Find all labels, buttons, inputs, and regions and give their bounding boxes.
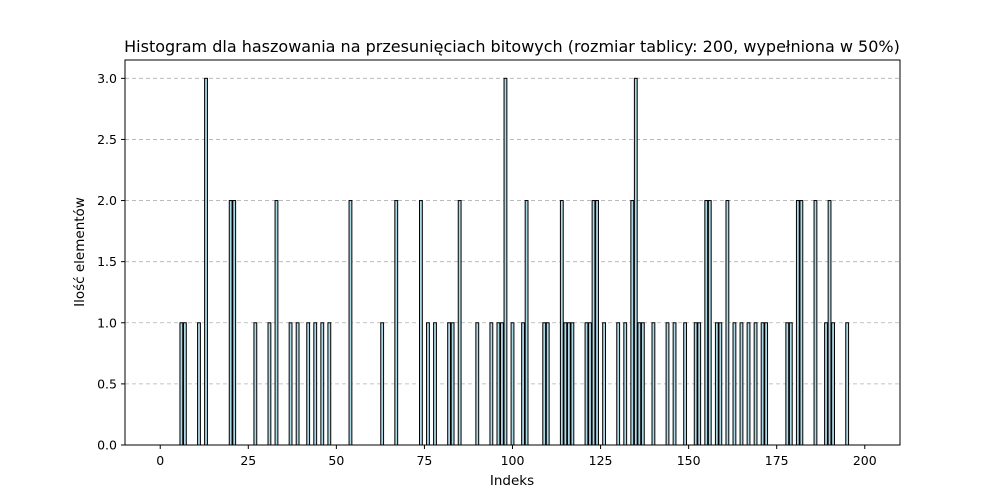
histogram-bar [559,200,564,446]
y-tick-label: 2.0 [97,193,117,208]
histogram-bar [697,322,702,446]
histogram-bar [348,200,353,446]
histogram-bar [313,322,318,446]
histogram-bar [320,322,325,446]
histogram-bar [570,322,575,446]
histogram-bar [827,200,832,446]
x-tick-label: 200 [853,453,877,468]
histogram-bar [595,200,599,446]
histogram-bar [563,322,568,446]
histogram-bar [182,322,187,446]
histogram-bar [394,200,399,446]
histogram-bar [306,322,311,446]
histogram-bar [785,322,790,446]
histogram-bar [521,322,525,446]
histogram-bar [764,322,769,446]
histogram-bar [204,77,208,446]
x-tick-label: 75 [416,453,432,468]
histogram-bar [542,322,547,446]
y-axis-label: Ilość elementów [72,197,88,307]
histogram-bar [288,322,293,446]
y-tick-label: 1.5 [97,254,117,269]
histogram-bar [295,322,300,446]
histogram-bar [760,322,765,446]
histogram-bar [753,322,758,446]
histogram-bar [651,322,656,446]
histogram-bar [739,322,744,446]
histogram-bar [732,322,737,446]
y-tick-label: 2.5 [97,132,117,147]
histogram-bar [746,322,751,446]
histogram-bar [718,322,723,446]
histogram-bar [633,77,638,446]
histogram-bar [503,77,508,446]
histogram-bar [267,322,272,446]
histogram-bar [640,322,645,446]
y-tick-label: 3.0 [97,71,117,86]
histogram-bar [616,322,621,446]
y-tick-label: 0.5 [97,376,117,391]
histogram-bar [665,322,670,446]
y-tick-label: 1.0 [97,315,117,330]
histogram-bar [380,322,385,446]
histogram-bar [524,200,529,446]
histogram-bar [602,322,607,446]
histogram-bar [253,322,258,446]
x-tick-label: 0 [156,453,164,468]
histogram-bar [426,322,430,446]
histogram-bar [795,200,800,446]
x-tick-label: 150 [677,453,701,468]
histogram-bar [327,322,332,446]
histogram-bar [623,322,628,446]
histogram-bar [799,200,804,446]
histogram-bar [510,322,515,446]
x-tick-label: 125 [589,453,613,468]
histogram-bar [831,322,835,446]
histogram-bar [693,322,698,446]
histogram-bar [683,322,688,446]
histogram-bar [450,322,455,446]
x-tick-label: 25 [240,453,256,468]
histogram-bar [707,200,712,446]
histogram-bar [419,200,423,446]
histogram-bar [813,200,818,446]
histogram-bar [457,200,462,446]
x-axis-label: Indeks [490,473,534,489]
x-tick-label: 175 [765,453,789,468]
histogram-bar [489,322,494,446]
y-axis-ticks: 0.0 0.5 1.0 1.5 2.0 2.5 3.0 [97,71,125,453]
histogram-bar [845,322,850,446]
histogram-bar [584,322,589,446]
histogram-bar [433,322,437,446]
histogram-bar [274,200,279,446]
y-tick-label: 0.0 [97,438,117,453]
x-axis-ticks: 0 25 50 75 100 125 150 175 200 [156,445,877,468]
histogram-bar [545,322,550,446]
histogram-bar [228,200,233,446]
histogram-bar [672,322,677,446]
histogram-bar [704,200,709,446]
histogram-bar [179,322,184,446]
histogram-bar [566,322,571,446]
histogram-bar [824,322,828,446]
x-tick-label: 100 [501,453,525,468]
histogram-bar [788,322,793,446]
histogram-bar [637,322,642,446]
histogram-bar [447,322,452,446]
histogram-bar [475,322,480,446]
x-tick-label: 50 [328,453,344,468]
histogram-bar [591,200,596,446]
histogram-bar [630,200,635,446]
histogram-bar [588,322,592,446]
histogram-bar [197,322,201,446]
histogram-bar [500,322,504,446]
histogram-bar [714,322,719,446]
chart-title: Histogram dla haszowania na przesunięcia… [124,37,900,56]
histogram-bar [496,322,501,446]
histogram-bar [232,200,237,446]
histogram-bar [725,200,730,446]
